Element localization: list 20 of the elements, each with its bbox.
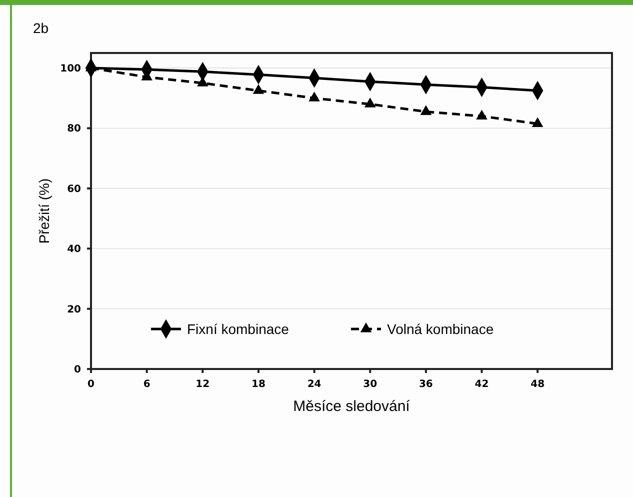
y-tick-label: 100 — [60, 64, 82, 75]
legend-label: Volná kombinace — [387, 320, 494, 337]
y-axis-title: Přežití (%) — [36, 178, 52, 244]
y-tick-label: 80 — [67, 124, 82, 135]
x-tick-label: 6 — [143, 379, 150, 390]
x-tick-label: 42 — [474, 379, 489, 390]
x-axis-title: Měsíce sledování — [293, 398, 411, 415]
legend-label: Fixní kombinace — [187, 320, 290, 337]
y-tick-label: 20 — [67, 304, 82, 316]
x-tick-label: 12 — [196, 379, 210, 390]
x-tick-label: 0 — [88, 379, 95, 390]
x-tick-label: 24 — [307, 379, 322, 390]
y-tick-label: 0 — [74, 364, 82, 376]
x-tick-label: 36 — [418, 379, 433, 390]
chart-title: 2b — [33, 20, 49, 36]
x-tick-label: 18 — [252, 379, 266, 390]
x-tick-label: 30 — [363, 379, 378, 390]
y-tick-label: 40 — [67, 244, 82, 256]
y-tick-label: 60 — [67, 184, 82, 195]
x-tick-label: 48 — [530, 379, 545, 390]
